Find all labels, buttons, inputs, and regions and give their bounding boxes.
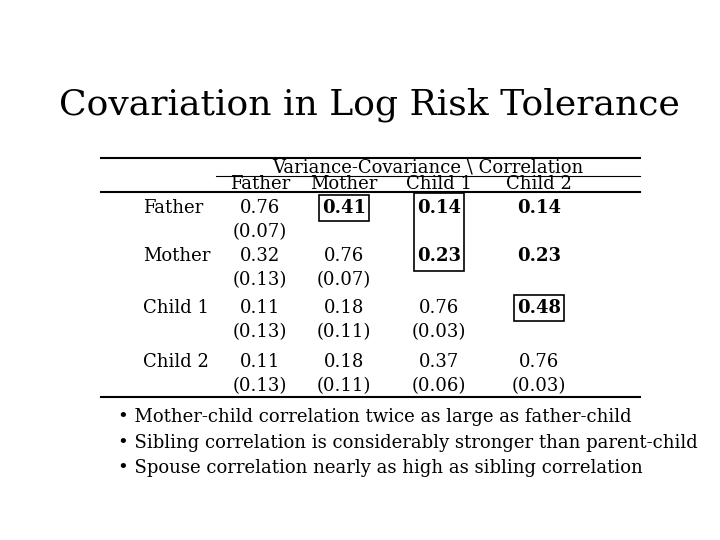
Text: 0.76: 0.76	[418, 299, 459, 317]
Text: (0.07): (0.07)	[317, 271, 371, 289]
Text: 0.11: 0.11	[240, 299, 280, 317]
Text: Mother: Mother	[310, 175, 377, 193]
Text: Covariation in Log Risk Tolerance: Covariation in Log Risk Tolerance	[58, 87, 680, 122]
Text: (0.13): (0.13)	[233, 271, 287, 289]
Text: Child 1: Child 1	[143, 299, 209, 317]
Text: 0.76: 0.76	[240, 199, 280, 217]
Bar	[413, 193, 464, 272]
Bar	[319, 195, 369, 221]
Text: 0.48: 0.48	[517, 299, 561, 317]
Text: 0.14: 0.14	[517, 199, 561, 217]
Text: 0.23: 0.23	[417, 247, 461, 265]
Text: (0.06): (0.06)	[412, 377, 466, 395]
Text: • Spouse correlation nearly as high as sibling correlation: • Spouse correlation nearly as high as s…	[118, 460, 643, 477]
Bar	[514, 295, 564, 321]
Text: Mother: Mother	[143, 247, 210, 265]
Text: 0.41: 0.41	[322, 199, 366, 217]
Text: (0.13): (0.13)	[233, 377, 287, 395]
Text: Child 1: Child 1	[406, 175, 472, 193]
Text: Child 2: Child 2	[506, 175, 572, 193]
Text: (0.13): (0.13)	[233, 323, 287, 341]
Text: 0.32: 0.32	[240, 247, 280, 265]
Text: 0.37: 0.37	[418, 353, 459, 371]
Text: 0.11: 0.11	[240, 353, 280, 371]
Text: (0.11): (0.11)	[317, 323, 371, 341]
Text: 0.76: 0.76	[324, 247, 364, 265]
Text: Father: Father	[143, 199, 203, 217]
Text: (0.07): (0.07)	[233, 224, 287, 241]
Text: 0.18: 0.18	[324, 299, 364, 317]
Text: Variance-Covariance \ Correlation: Variance-Covariance \ Correlation	[272, 158, 583, 176]
Text: 0.76: 0.76	[519, 353, 559, 371]
Text: 0.23: 0.23	[517, 247, 561, 265]
Text: (0.11): (0.11)	[317, 377, 371, 395]
Text: (0.03): (0.03)	[412, 323, 466, 341]
Text: • Sibling correlation is considerably stronger than parent-child: • Sibling correlation is considerably st…	[118, 434, 698, 451]
Text: 0.14: 0.14	[417, 199, 461, 217]
Text: (0.03): (0.03)	[512, 377, 567, 395]
Text: • Mother-child correlation twice as large as father-child: • Mother-child correlation twice as larg…	[118, 408, 631, 426]
Text: Father: Father	[230, 175, 290, 193]
Text: Child 2: Child 2	[143, 353, 209, 371]
Text: 0.18: 0.18	[324, 353, 364, 371]
